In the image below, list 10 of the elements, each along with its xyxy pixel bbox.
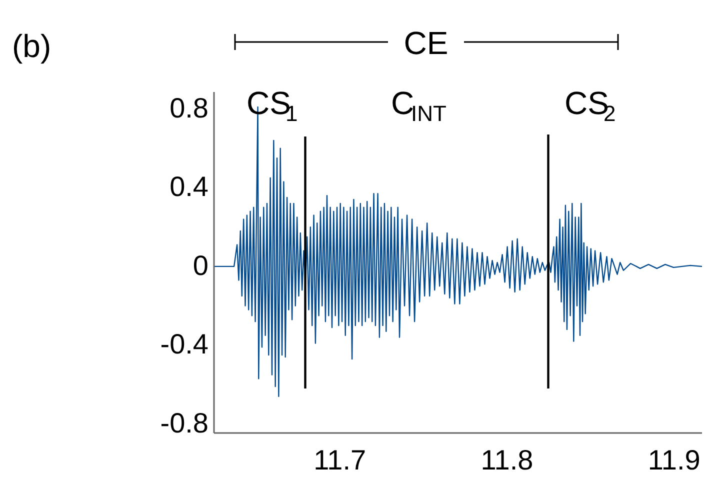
y-tick-label: 0.8 <box>170 92 208 124</box>
text: (b) <box>12 28 52 64</box>
x-tick-label: 11.8 <box>480 444 534 476</box>
y-tick-label: -0.4 <box>160 328 208 360</box>
y-tick-label: 0 <box>192 250 208 281</box>
y-tick-label: -0.8 <box>160 407 208 438</box>
x-tick-label: 11.9 <box>648 444 700 476</box>
y-tick-label: 0.4 <box>170 171 208 202</box>
text: CE <box>404 25 448 61</box>
x-tick-label: 11.7 <box>314 444 366 476</box>
